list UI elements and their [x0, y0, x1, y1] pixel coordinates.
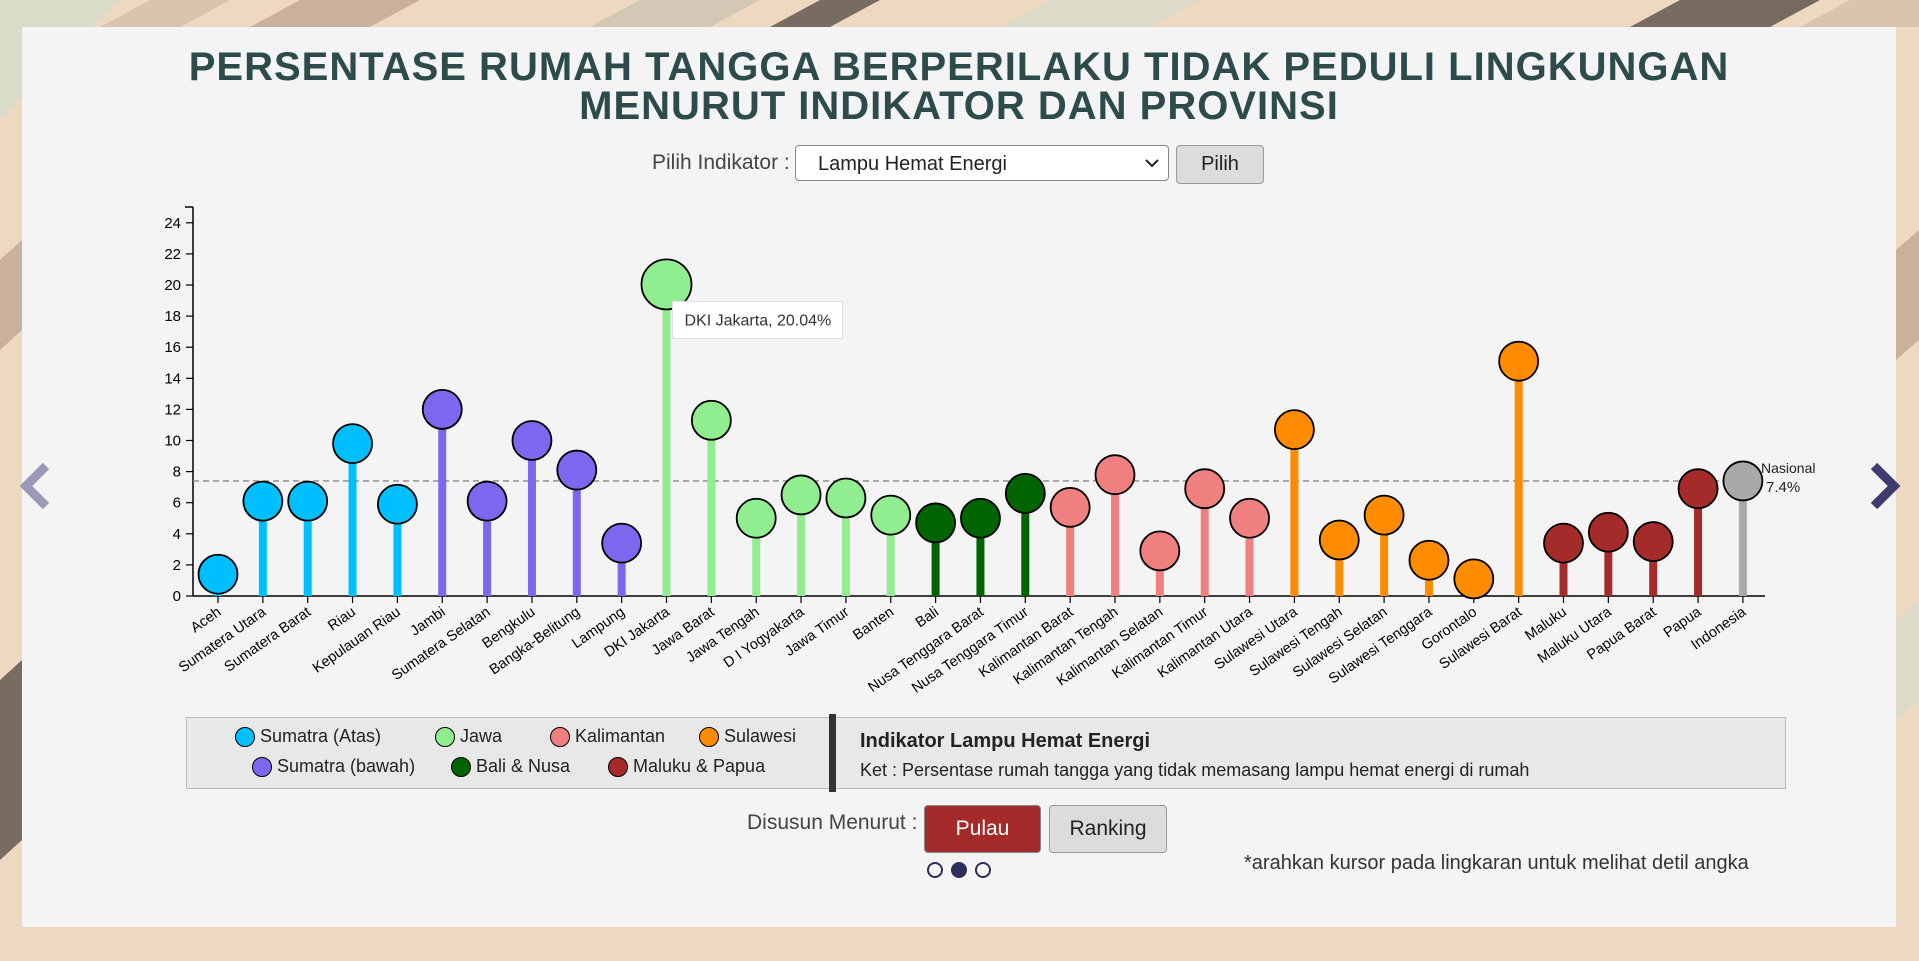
indicator-select[interactable]: Lampu Hemat Energi — [795, 145, 1169, 181]
y-tick-label: 6 — [173, 495, 181, 512]
legend-label: Sumatra (bawah) — [277, 756, 416, 776]
lollipop-point — [690, 399, 732, 441]
legend-swatch — [550, 727, 570, 747]
lollipop-point — [1498, 340, 1540, 382]
lollipop-point — [242, 480, 284, 522]
x-tick-label: Riau — [325, 604, 359, 634]
legend-label: Maluku & Papua — [633, 756, 766, 776]
x-tick-label: Bali — [913, 604, 942, 631]
lollipop-point — [466, 480, 508, 522]
legend-panel: Sumatra (Atas) Jawa Kalimantan Sulawesi Suma… — [186, 714, 1786, 792]
legend-swatch — [235, 727, 255, 747]
next-arrow-icon[interactable] — [1868, 462, 1902, 510]
legend-label: Jawa — [460, 726, 503, 746]
lollipop-point — [735, 497, 777, 539]
y-tick-label: 2 — [173, 557, 181, 574]
lollipop-point — [960, 497, 1001, 539]
indicator-description: Ket : Persentase rumah tangga yang tidak… — [860, 760, 1530, 780]
page-title-line1: PERSENTASE RUMAH TANGGA BERPERILAKU TIDA… — [188, 45, 1730, 89]
y-tick-label: 20 — [164, 277, 181, 294]
sort-pulau-button[interactable]: Pulau — [924, 805, 1041, 853]
y-tick-label: 18 — [164, 308, 181, 325]
lollipop-point — [825, 477, 867, 519]
lollipop-point — [780, 474, 822, 516]
main-panel: PERSENTASE RUMAH TANGGA BERPERILAKU TIDA… — [22, 27, 1896, 927]
legend-swatch — [435, 727, 455, 747]
sort-ranking-button[interactable]: Ranking — [1049, 805, 1167, 853]
x-tick-label: Aceh — [188, 604, 224, 636]
lollipop-point — [1453, 558, 1495, 600]
lollipop-point — [1722, 460, 1764, 502]
page-dot-3[interactable] — [975, 862, 991, 878]
lollipop-point — [1632, 521, 1674, 562]
legend-label: Sulawesi — [724, 726, 797, 746]
reference-line-label: Nasional — [1761, 460, 1815, 476]
legend-swatch — [451, 757, 471, 777]
y-tick-label: 14 — [164, 370, 181, 387]
sort-label: Disusun Menurut : — [747, 811, 918, 834]
x-tick-label: Banten — [850, 604, 897, 643]
lollipop-point — [870, 494, 912, 536]
indicator-label: Pilih Indikator : — [652, 151, 790, 174]
lollipop-point — [601, 522, 643, 564]
legend-swatch — [608, 757, 628, 777]
tooltip-box — [672, 300, 843, 339]
pilih-button[interactable]: Pilih — [1176, 145, 1264, 184]
lollipop-point — [915, 502, 956, 544]
lollipop-point — [1543, 522, 1584, 564]
y-tick-label: 16 — [164, 339, 181, 356]
lollipop-point — [1274, 409, 1315, 451]
legend-label: Bali & Nusa — [476, 756, 571, 776]
lollipop-point — [376, 483, 418, 525]
y-tick-label: 22 — [164, 246, 181, 263]
y-tick-label: 0 — [173, 588, 181, 605]
lollipop-point — [1094, 454, 1136, 496]
lollipop-point — [1363, 494, 1405, 536]
lollipop-point — [287, 480, 329, 522]
lollipop-point — [511, 420, 553, 461]
page-title-line2: MENURUT INDIKATOR DAN PROVINSI — [579, 84, 1339, 128]
y-tick-label: 10 — [164, 433, 181, 450]
lollipop-point — [1677, 468, 1719, 510]
lollipop-point — [1004, 472, 1046, 514]
legend-divider — [829, 714, 836, 792]
lollipop-point — [1318, 519, 1360, 561]
lollipop-point — [332, 423, 373, 465]
lollipop-point — [556, 449, 598, 491]
lollipop-point — [1229, 497, 1270, 539]
lollipop-point — [1408, 539, 1450, 581]
indicator-select-value: Lampu Hemat Energi — [818, 153, 1007, 175]
page-dot-1[interactable] — [927, 862, 943, 878]
lollipop-point — [1587, 511, 1629, 553]
legend-label: Kalimantan — [575, 726, 666, 746]
lollipop-point — [197, 553, 239, 595]
tooltip-text: DKI Jakarta, 20.04% — [685, 312, 832, 329]
prev-arrow-icon[interactable] — [18, 462, 52, 510]
y-tick-label: 4 — [173, 526, 181, 543]
legend-swatch — [699, 727, 719, 747]
reference-line-value: 7.4% — [1766, 479, 1800, 496]
lollipop-point — [421, 388, 463, 430]
y-tick-label: 24 — [164, 215, 181, 232]
indicator-title: Indikator Lampu Hemat Energi — [860, 730, 1151, 752]
y-tick-label: 8 — [173, 464, 181, 481]
chevron-down-icon — [1145, 159, 1159, 168]
lollipop-point — [640, 258, 693, 311]
lollipop-point — [1049, 486, 1091, 528]
legend-swatch — [252, 757, 272, 777]
hover-note: *arahkan kursor pada lingkaran untuk mel… — [1244, 852, 1749, 874]
lollipop-point — [1184, 468, 1226, 510]
y-tick-label: 12 — [164, 401, 181, 418]
legend-label: Sumatra (Atas) — [260, 726, 382, 746]
lollipop-point — [1139, 530, 1181, 572]
page-dot-2[interactable] — [951, 862, 967, 878]
